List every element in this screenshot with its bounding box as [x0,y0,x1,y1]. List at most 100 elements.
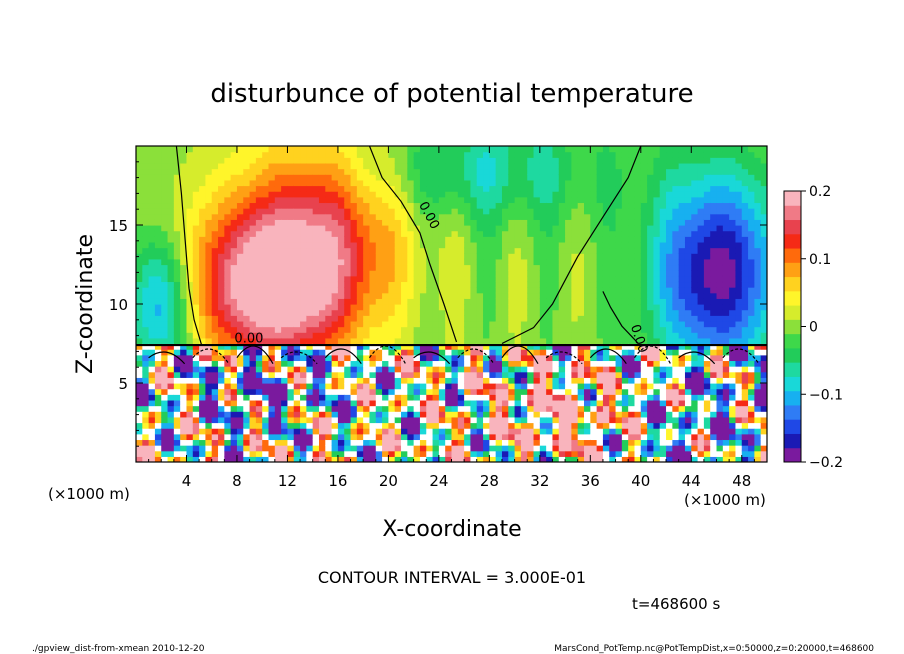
heat-cell [262,354,270,362]
heat-cell [615,332,623,339]
heat-cell [432,202,440,209]
heat-cell [148,337,156,345]
heat-cell [136,191,143,198]
heat-cell [596,151,604,158]
heat-cell [236,326,244,333]
heat-cell [419,309,427,316]
heat-cell [489,236,497,243]
heat-cell [647,388,655,395]
heat-cell [621,439,629,446]
heat-cell [293,394,301,401]
heat-cell [514,287,522,294]
heat-cell [306,315,314,322]
heat-cell [401,157,408,164]
heat-cell [407,230,415,237]
heat-cell [653,326,661,333]
heat-cell [571,157,579,164]
heat-cell [514,366,522,373]
heat-cell [678,394,686,401]
heat-cell [432,315,440,322]
heat-cell [337,354,345,362]
heat-cell [678,315,686,322]
heat-cell [192,298,200,305]
heat-cell [413,275,421,283]
heat-cell [287,191,295,198]
heat-cell [154,213,162,220]
heat-cell [136,219,143,226]
heat-cell [451,394,459,401]
heat-cell [697,433,705,441]
heat-cell [154,179,162,187]
heat-cell [407,258,415,266]
heat-cell [584,383,591,390]
heat-cell [186,337,194,345]
heat-cell [546,179,554,187]
heat-cell [577,264,585,271]
heat-cell [628,275,636,283]
heat-cell [337,433,345,441]
heat-cell [325,185,333,192]
heat-cell [483,439,490,446]
heat-cell [546,174,554,181]
heat-cell [552,304,560,311]
heat-cell [451,377,459,384]
heat-cell [388,377,396,384]
heat-cell [602,247,610,254]
heat-cell [306,191,314,198]
heat-cell [262,399,270,407]
heat-cell [230,366,238,373]
heat-cell [274,433,282,441]
heat-cell [136,213,143,220]
heat-cell [274,326,282,333]
heat-cell [577,304,585,311]
heat-cell [577,456,585,462]
heat-cell [470,315,478,322]
heat-cell [432,445,440,452]
heat-cell [142,264,150,271]
heat-cell [142,157,150,164]
heat-cell [678,445,686,452]
heat-cell [634,168,642,175]
heat-cell [211,428,219,435]
heat-cell [457,241,465,249]
heat-cell [684,354,692,362]
heat-cell [274,202,282,209]
heat-cell [318,433,326,441]
heat-cell [167,450,175,457]
heat-cell [483,247,490,254]
heat-cell [369,439,377,446]
heat-cell [401,456,408,462]
heat-cell [647,332,655,339]
heat-cell [672,405,680,412]
heat-cell [287,185,295,192]
heat-cell [678,202,686,209]
heat-cell [211,258,219,266]
heat-cell [533,343,541,350]
heat-cell [602,366,610,373]
heat-cell [495,456,503,462]
heat-cell [527,394,535,401]
heat-cell [224,270,232,277]
heat-cell [678,208,686,215]
heat-cell [577,337,585,345]
heat-cell [634,388,642,395]
heat-cell [243,416,251,424]
heat-cell [489,151,497,158]
heat-cell [527,281,535,288]
heat-cell [464,270,472,277]
heat-cell [369,179,377,187]
heat-cell [577,275,585,283]
heat-cell [577,309,585,316]
heat-cell [401,225,408,232]
heat-cell [609,157,617,164]
heat-cell [350,264,358,271]
heat-cell [634,422,642,429]
heat-cell [331,208,339,215]
heat-cell [388,298,396,305]
heat-cell [407,281,415,288]
heat-cell [236,309,244,316]
heat-cell [508,337,516,345]
heat-cell [363,270,371,277]
heat-cell [640,405,648,412]
heat-cell [621,236,629,243]
